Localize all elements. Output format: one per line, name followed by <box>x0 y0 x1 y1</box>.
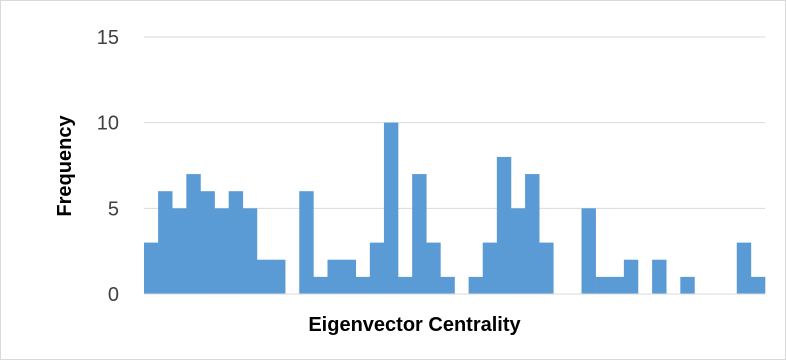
histogram-bar <box>468 276 484 294</box>
histogram-bar <box>341 259 356 294</box>
histogram-bar <box>426 242 441 294</box>
histogram-bar <box>355 276 371 294</box>
histogram-bar <box>581 208 596 294</box>
y-tick-label: 15 <box>97 27 119 49</box>
histogram-bar <box>144 242 159 294</box>
y-tick-label: 10 <box>97 113 119 135</box>
bars <box>144 122 766 294</box>
histogram-bar <box>186 174 201 294</box>
histogram-bar <box>313 276 328 294</box>
y-axis-title: Frequency <box>54 115 76 217</box>
histogram-bar <box>369 242 385 294</box>
histogram-bar <box>652 259 667 294</box>
y-tick-label: 5 <box>108 198 119 220</box>
gridlines <box>144 36 765 209</box>
histogram-bar <box>609 276 625 294</box>
histogram-bar <box>228 191 244 294</box>
histogram-bar <box>525 174 540 294</box>
histogram-bar <box>412 174 427 294</box>
histogram-bar <box>680 276 695 294</box>
y-tick-label: 0 <box>108 284 119 306</box>
histogram-bar <box>496 156 512 294</box>
histogram-bar <box>172 208 187 294</box>
x-axis-title: Eigenvector Centrality <box>308 314 521 336</box>
histogram-bar <box>398 276 413 294</box>
y-tick-labels: 0 5 10 15 <box>97 27 119 306</box>
histogram-bar <box>510 208 526 294</box>
histogram-bar <box>623 259 639 294</box>
histogram-bar <box>242 208 258 294</box>
histogram-bar <box>200 191 215 294</box>
histogram-bar <box>595 276 611 294</box>
histogram-bar <box>299 191 314 294</box>
histogram-bar <box>482 242 498 294</box>
histogram-bar <box>736 242 752 294</box>
histogram-bar <box>539 242 554 294</box>
histogram-bar <box>750 276 766 294</box>
histogram-bar <box>383 122 399 294</box>
histogram-bar <box>214 208 229 294</box>
histogram-bar <box>158 191 173 294</box>
histogram-bar <box>271 259 286 294</box>
histogram-bar <box>440 276 455 294</box>
histogram-bar <box>256 259 272 294</box>
histogram-bar <box>327 259 342 294</box>
